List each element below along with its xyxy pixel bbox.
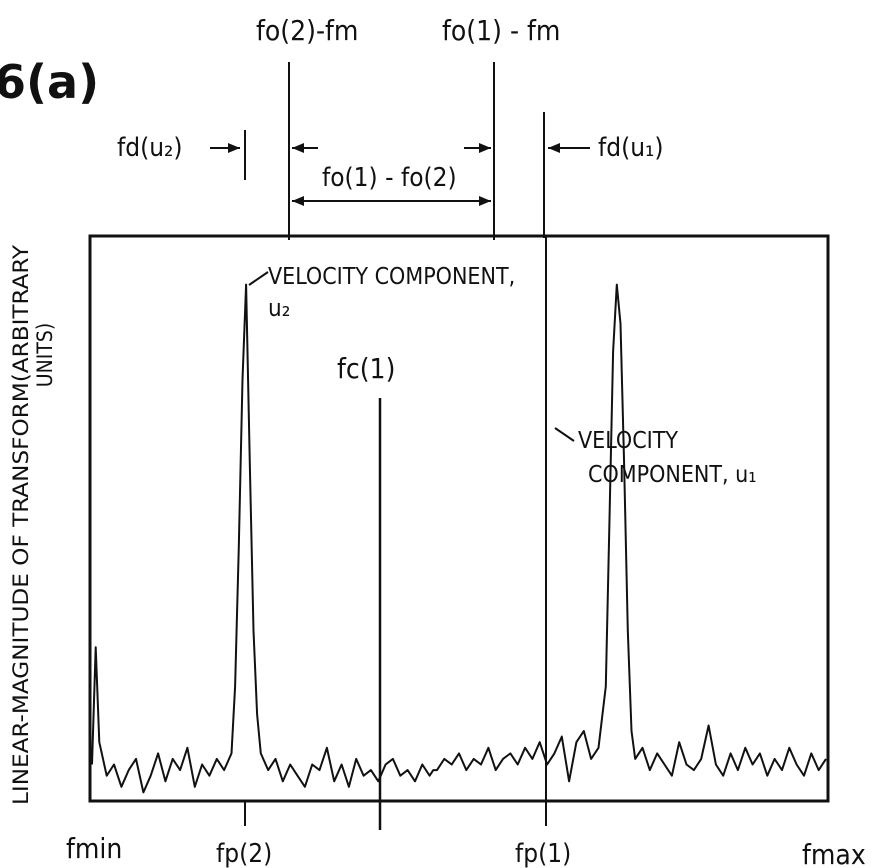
spectrum-series-line bbox=[91, 283, 827, 794]
figure-label: 6(a) bbox=[0, 55, 99, 109]
marker-label-fo2-fm: fo(2)-fm bbox=[256, 14, 358, 47]
x-tick-label-fp2: fp(2) bbox=[216, 839, 272, 868]
fd-u2-arrowhead bbox=[228, 143, 240, 153]
y-axis-label: LINEAR-MAGNITUDE OF TRANSFORM(ARBITRARY … bbox=[9, 244, 57, 805]
vel-u1-label-line1: VELOCITY bbox=[578, 428, 678, 454]
vel-u1-label-line2: COMPONENT, u₁ bbox=[588, 462, 757, 488]
vel-u2-label-line1: VELOCITY COMPONENT, bbox=[268, 264, 515, 290]
arrowhead-right-inner bbox=[479, 143, 491, 153]
marker-label-fo1-fm: fo(1) - fm bbox=[442, 14, 560, 47]
vel-u2-label-line2: u₂ bbox=[268, 294, 290, 322]
fo-diff-label: fo(1) - fo(2) bbox=[322, 163, 457, 193]
vel-u1-leader bbox=[554, 427, 575, 442]
y-axis-label-line2: UNITS) bbox=[33, 323, 57, 387]
fo-diff-arrowhead-right bbox=[479, 196, 491, 206]
plot-frame bbox=[88, 234, 830, 803]
fc1-label: fc(1) bbox=[337, 352, 395, 385]
vel-u2-leader bbox=[248, 271, 269, 286]
fd-u1-arrowhead bbox=[548, 143, 560, 153]
fo-diff-arrowhead-left bbox=[292, 196, 304, 206]
fd-u2-label: fd(u₂) bbox=[117, 133, 183, 163]
series-layer bbox=[91, 283, 827, 794]
y-axis-label-line1: LINEAR-MAGNITUDE OF TRANSFORM(ARBITRARY bbox=[9, 244, 33, 805]
arrowhead-left-inner bbox=[292, 143, 304, 153]
fd-u1-label: fd(u₁) bbox=[598, 133, 664, 163]
x-tick-label-fp1: fp(1) bbox=[515, 839, 571, 868]
x-tick-label-fmin: fmin bbox=[66, 832, 122, 865]
x-tick-label-fmax: fmax bbox=[802, 838, 866, 868]
